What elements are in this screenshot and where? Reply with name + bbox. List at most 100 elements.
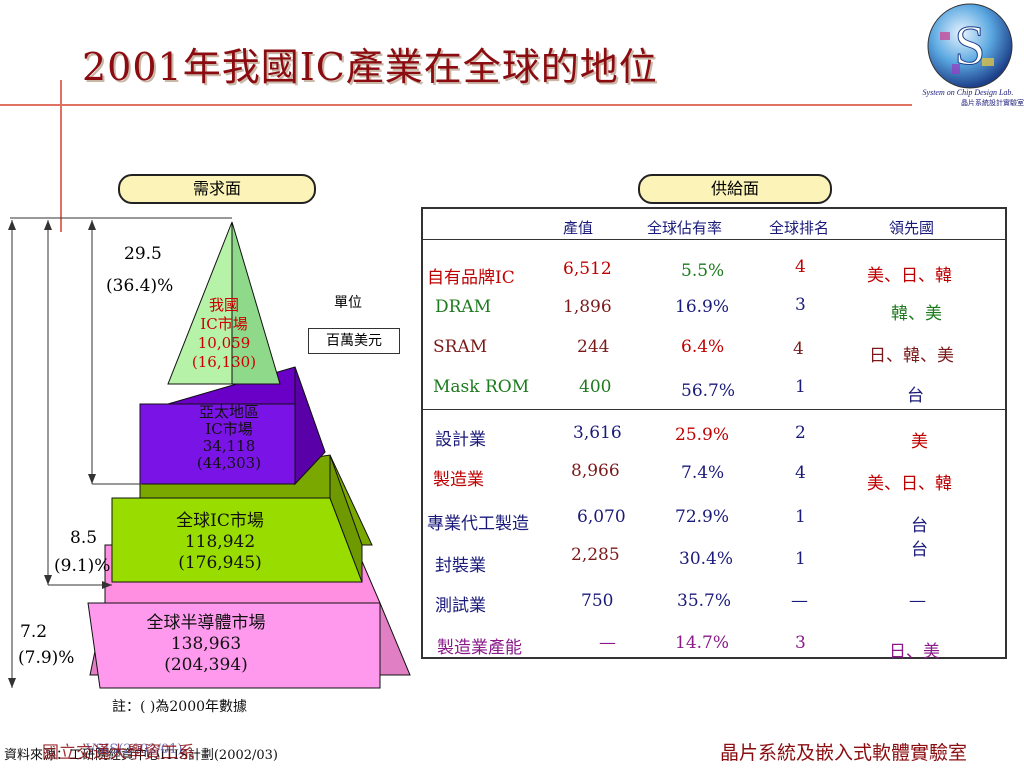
demand-pill: 需求面 bbox=[118, 174, 316, 204]
global-ic-line1: 全球IC市場 bbox=[176, 511, 264, 531]
row-rank: 1 bbox=[795, 549, 806, 569]
row-share: 14.7% bbox=[675, 633, 730, 653]
svg-text:S: S bbox=[954, 15, 985, 77]
row-name: 專業代工製造 bbox=[427, 514, 529, 534]
row-share: 25.9% bbox=[675, 425, 730, 445]
table-section-rule bbox=[423, 409, 1005, 410]
tw-line4: (16,130) bbox=[191, 353, 257, 371]
dim-mid-a: 8.5 bbox=[70, 528, 98, 548]
row-lead: 台 bbox=[911, 540, 928, 560]
source-note: 資料來源：工研院經資中心ITIS計劃(2002/03) bbox=[4, 748, 278, 763]
global-ic-line2: 118,942 bbox=[184, 532, 256, 552]
note: 註：( )為2000年數據 bbox=[112, 699, 248, 715]
page-title: 2001年我國IC產業在全球的地位 bbox=[82, 45, 658, 89]
ap-line3: 34,118 bbox=[202, 437, 256, 455]
lab-name: 晶片系統及嵌入式軟體實驗室 bbox=[720, 742, 968, 764]
ap-line1: 亞太地區 bbox=[198, 403, 259, 421]
row-value: 3,616 bbox=[573, 423, 622, 443]
row-lead: 美 bbox=[911, 432, 928, 452]
row-rank: 2 bbox=[795, 423, 806, 443]
source-overlay: VSIS(2002/01) bbox=[86, 742, 183, 757]
university-name: 國立交通大學資工系 bbox=[42, 743, 195, 763]
title-vertical-rule bbox=[60, 80, 62, 232]
pyramid-label-tw: 我國 IC市場 10,059 (16,130) bbox=[176, 296, 272, 372]
row-name: DRAM bbox=[435, 297, 492, 317]
row-name: 自有品牌IC bbox=[427, 268, 515, 288]
row-value: 2,285 bbox=[571, 545, 620, 565]
row-value: 244 bbox=[577, 337, 610, 357]
row-name: 設計業 bbox=[435, 430, 486, 450]
row-value: 750 bbox=[581, 591, 614, 611]
dim-mid-b: (9.1)% bbox=[54, 556, 111, 576]
ap-line4: (44,303) bbox=[196, 454, 262, 472]
unit-label: 單位 bbox=[334, 295, 362, 311]
ap-line2: IC市場 bbox=[205, 420, 253, 438]
row-name: SRAM bbox=[433, 337, 488, 357]
title-rule bbox=[0, 104, 912, 106]
logo-caption-zh: 晶片系統設計實驗室 bbox=[961, 99, 1024, 107]
dim-low-a: 7.2 bbox=[20, 622, 48, 642]
row-share: 16.9% bbox=[675, 297, 730, 317]
row-value: 6,512 bbox=[563, 259, 612, 279]
row-share: 5.5% bbox=[681, 261, 725, 281]
row-name: Mask ROM bbox=[433, 377, 530, 397]
row-lead: 美、日、韓 bbox=[867, 266, 952, 286]
row-rank: 4 bbox=[793, 339, 804, 359]
table-header-rule bbox=[423, 239, 1005, 240]
pyramid-layer-semi bbox=[87, 602, 381, 689]
row-name: 製造業 bbox=[433, 470, 484, 490]
row-rank: 4 bbox=[795, 257, 806, 277]
global-semi-line2: 138,963 bbox=[170, 634, 242, 654]
th-value: 產值 bbox=[563, 219, 594, 237]
th-rank: 全球排名 bbox=[769, 219, 830, 237]
row-rank: 4 bbox=[795, 463, 806, 483]
pyramid-diagram bbox=[8, 217, 411, 689]
lab-logo: S bbox=[922, 2, 1018, 114]
logo-globe-icon: S bbox=[927, 3, 1013, 89]
row-rank: — bbox=[791, 591, 808, 611]
row-lead: — bbox=[909, 591, 926, 611]
tw-line1: 我國 bbox=[208, 296, 239, 314]
th-lead: 領先國 bbox=[889, 219, 935, 237]
pyramid-label-ap: 亞太地區 IC市場 34,118 (44,303) bbox=[168, 404, 290, 472]
tw-line3: 10,059 bbox=[197, 334, 251, 352]
row-share: 6.4% bbox=[681, 337, 725, 357]
supply-pill: 供給面 bbox=[638, 174, 832, 204]
row-value: — bbox=[599, 633, 616, 653]
global-ic-line3: (176,945) bbox=[178, 553, 262, 573]
row-value: 6,070 bbox=[577, 507, 626, 527]
row-value: 1,896 bbox=[563, 297, 612, 317]
row-name: 測試業 bbox=[435, 596, 486, 616]
unit-box: 百萬美元 bbox=[308, 328, 400, 354]
row-name: 製造業產能 bbox=[437, 638, 522, 658]
row-lead: 日、韓、美 bbox=[869, 346, 954, 366]
row-name: 封裝業 bbox=[435, 556, 486, 576]
row-lead: 韓、美 bbox=[891, 304, 942, 324]
th-share: 全球佔有率 bbox=[647, 219, 723, 237]
supply-table: 產值 全球佔有率 全球排名 領先國 自有品牌IC 6,512 5.5% 4 美、… bbox=[421, 207, 1007, 662]
pyramid-label-global-ic: 全球IC市場 118,942 (176,945) bbox=[130, 511, 310, 574]
row-rank: 1 bbox=[795, 377, 806, 397]
global-semi-line1: 全球半導體市場 bbox=[146, 613, 266, 633]
pyramid-label-global-semi: 全球半導體市場 138,963 (204,394) bbox=[108, 613, 304, 676]
dim-top-b: (36.4)% bbox=[106, 276, 174, 296]
logo-caption-en: System on Chip Design Lab. bbox=[922, 88, 1014, 97]
row-share: 7.4% bbox=[681, 463, 725, 483]
row-rank: 1 bbox=[795, 507, 806, 527]
row-share: 56.7% bbox=[681, 381, 736, 401]
row-rank: 3 bbox=[795, 633, 806, 653]
row-share: 72.9% bbox=[675, 507, 730, 527]
row-lead: 美、日、韓 bbox=[867, 474, 952, 494]
dim-low-b: (7.9)% bbox=[18, 648, 75, 668]
row-rank: 3 bbox=[795, 295, 806, 315]
row-lead: 台 bbox=[911, 516, 928, 536]
row-lead: 日、美 bbox=[889, 642, 940, 662]
row-value: 8,966 bbox=[571, 461, 620, 481]
dim-top-a: 29.5 bbox=[124, 244, 162, 264]
row-value: 400 bbox=[579, 377, 612, 397]
tw-line2: IC市場 bbox=[200, 315, 248, 333]
row-lead: 台 bbox=[907, 386, 924, 406]
row-share: 35.7% bbox=[677, 591, 732, 611]
row-share: 30.4% bbox=[679, 549, 734, 569]
global-semi-line3: (204,394) bbox=[164, 655, 248, 675]
